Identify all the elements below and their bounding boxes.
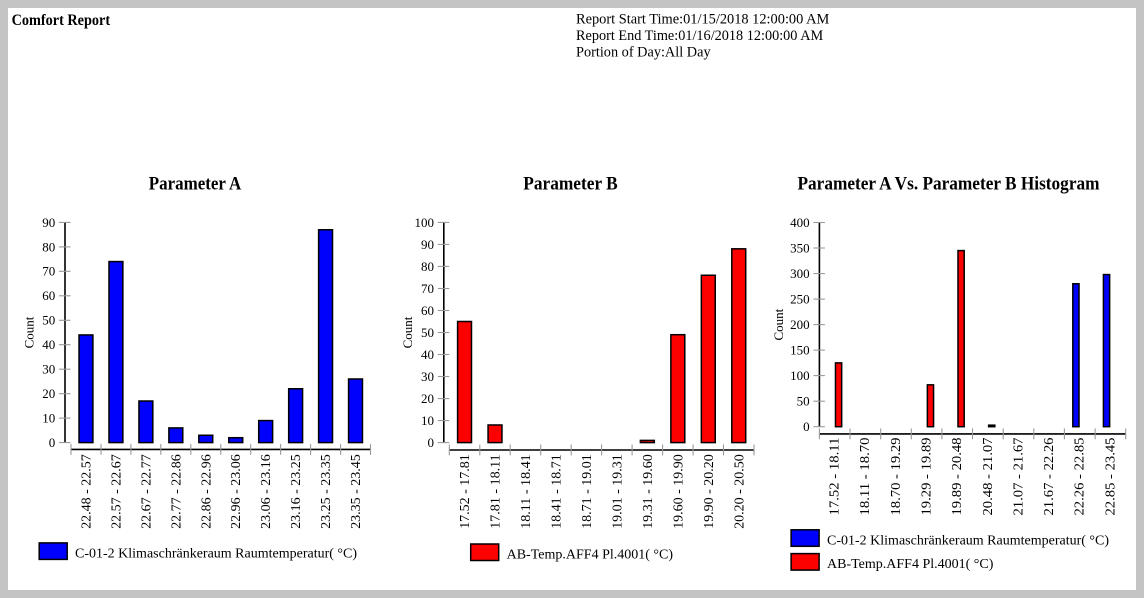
- svg-text:18.71 - 19.01: 18.71 - 19.01: [579, 454, 594, 529]
- svg-text:100: 100: [415, 215, 435, 230]
- svg-text:0: 0: [428, 435, 435, 450]
- svg-text:19.31 - 19.60: 19.31 - 19.60: [640, 454, 655, 529]
- svg-text:20.20 - 20.50: 20.20 - 20.50: [731, 454, 746, 529]
- svg-text:30: 30: [42, 362, 55, 377]
- svg-text:19.29 - 19.89: 19.29 - 19.89: [919, 437, 934, 515]
- svg-text:Parameter A Vs. Parameter B Hi: Parameter A Vs. Parameter B Histogram: [798, 174, 1100, 195]
- svg-text:50: 50: [421, 325, 434, 340]
- svg-text:22.86 - 22.96: 22.86 - 22.96: [198, 454, 213, 529]
- svg-text:C-01-2 Klimaschränkeraum Raumt: C-01-2 Klimaschränkeraum Raumtemperatur(…: [827, 533, 1109, 548]
- svg-text:22.26 - 22.85: 22.26 - 22.85: [1072, 437, 1087, 515]
- svg-text:Parameter B: Parameter B: [523, 174, 618, 195]
- svg-text:Count: Count: [400, 316, 415, 348]
- svg-text:10: 10: [421, 413, 434, 428]
- svg-text:40: 40: [42, 337, 55, 352]
- svg-text:Count: Count: [771, 308, 786, 340]
- svg-text:60: 60: [42, 288, 55, 303]
- svg-text:Portion of Day:All Day: Portion of Day:All Day: [576, 45, 711, 61]
- svg-text:Comfort Report: Comfort Report: [12, 12, 111, 29]
- svg-text:22.77 - 22.86: 22.77 - 22.86: [168, 454, 183, 529]
- svg-text:19.01 - 19.31: 19.01 - 19.31: [609, 454, 624, 529]
- svg-text:90: 90: [42, 215, 55, 230]
- svg-text:300: 300: [790, 266, 810, 281]
- svg-text:40: 40: [421, 347, 434, 362]
- svg-text:10: 10: [42, 411, 55, 426]
- svg-text:18.70 - 19.29: 18.70 - 19.29: [888, 437, 903, 515]
- svg-text:150: 150: [790, 343, 810, 358]
- svg-text:23.35 - 23.45: 23.35 - 23.45: [348, 454, 363, 529]
- svg-text:200: 200: [790, 317, 810, 332]
- svg-text:21.67 - 22.26: 21.67 - 22.26: [1041, 437, 1056, 515]
- svg-text:70: 70: [421, 281, 434, 296]
- svg-text:20: 20: [421, 391, 434, 406]
- svg-text:21.07 - 21.67: 21.07 - 21.67: [1010, 437, 1025, 515]
- svg-text:80: 80: [421, 259, 434, 274]
- svg-text:100: 100: [790, 368, 810, 383]
- svg-text:Parameter A: Parameter A: [149, 174, 242, 195]
- svg-text:22.67 - 22.77: 22.67 - 22.77: [138, 454, 153, 529]
- svg-text:17.52 - 17.81: 17.52 - 17.81: [457, 454, 472, 529]
- svg-text:0: 0: [803, 419, 810, 434]
- svg-text:350: 350: [790, 240, 810, 255]
- svg-text:18.11 - 18.41: 18.11 - 18.41: [518, 454, 533, 529]
- svg-text:20.48 - 21.07: 20.48 - 21.07: [980, 437, 995, 515]
- svg-text:23.16 - 23.25: 23.16 - 23.25: [288, 454, 303, 529]
- svg-text:19.60 - 19.90: 19.60 - 19.90: [670, 454, 685, 529]
- svg-text:AB-Temp.AFF4 Pl.4001( °C): AB-Temp.AFF4 Pl.4001( °C): [827, 557, 994, 572]
- svg-text:C-01-2 Klimaschränkeraum Raumt: C-01-2 Klimaschränkeraum Raumtemperatur(…: [75, 547, 357, 562]
- svg-text:90: 90: [421, 237, 434, 252]
- svg-text:60: 60: [421, 303, 434, 318]
- svg-text:23.06 - 23.16: 23.06 - 23.16: [258, 454, 273, 529]
- svg-text:23.25 - 23.35: 23.25 - 23.35: [318, 454, 333, 529]
- svg-text:Report End Time:01/16/2018 12:: Report End Time:01/16/2018 12:00:00 AM: [576, 28, 823, 44]
- svg-text:19.90 - 20.20: 19.90 - 20.20: [701, 454, 716, 529]
- svg-text:AB-Temp.AFF4 Pl.4001( °C): AB-Temp.AFF4 Pl.4001( °C): [507, 548, 674, 563]
- svg-text:50: 50: [797, 394, 810, 409]
- svg-text:22.48 - 22.57: 22.48 - 22.57: [79, 454, 94, 529]
- svg-text:50: 50: [42, 313, 55, 328]
- svg-text:Count: Count: [21, 316, 36, 348]
- svg-text:250: 250: [790, 292, 810, 307]
- svg-text:18.41 - 18.71: 18.41 - 18.71: [548, 454, 563, 529]
- svg-text:17.52 - 18.11: 17.52 - 18.11: [827, 438, 842, 516]
- svg-text:80: 80: [42, 239, 55, 254]
- svg-text:22.85 - 23.45: 22.85 - 23.45: [1102, 437, 1117, 515]
- svg-text:400: 400: [790, 215, 810, 230]
- svg-text:0: 0: [49, 435, 56, 450]
- svg-text:18.11 - 18.70: 18.11 - 18.70: [857, 437, 872, 515]
- svg-text:22.57 - 22.67: 22.57 - 22.67: [108, 454, 123, 529]
- svg-text:19.89 - 20.48: 19.89 - 20.48: [949, 437, 964, 515]
- svg-text:20: 20: [42, 386, 55, 401]
- svg-text:17.81 - 18.11: 17.81 - 18.11: [488, 454, 503, 529]
- svg-text:30: 30: [421, 369, 434, 384]
- svg-text:70: 70: [42, 264, 55, 279]
- svg-text:Report Start Time:01/15/2018 1: Report Start Time:01/15/2018 12:00:00 AM: [576, 12, 829, 28]
- svg-text:22.96 - 23.06: 22.96 - 23.06: [228, 454, 243, 529]
